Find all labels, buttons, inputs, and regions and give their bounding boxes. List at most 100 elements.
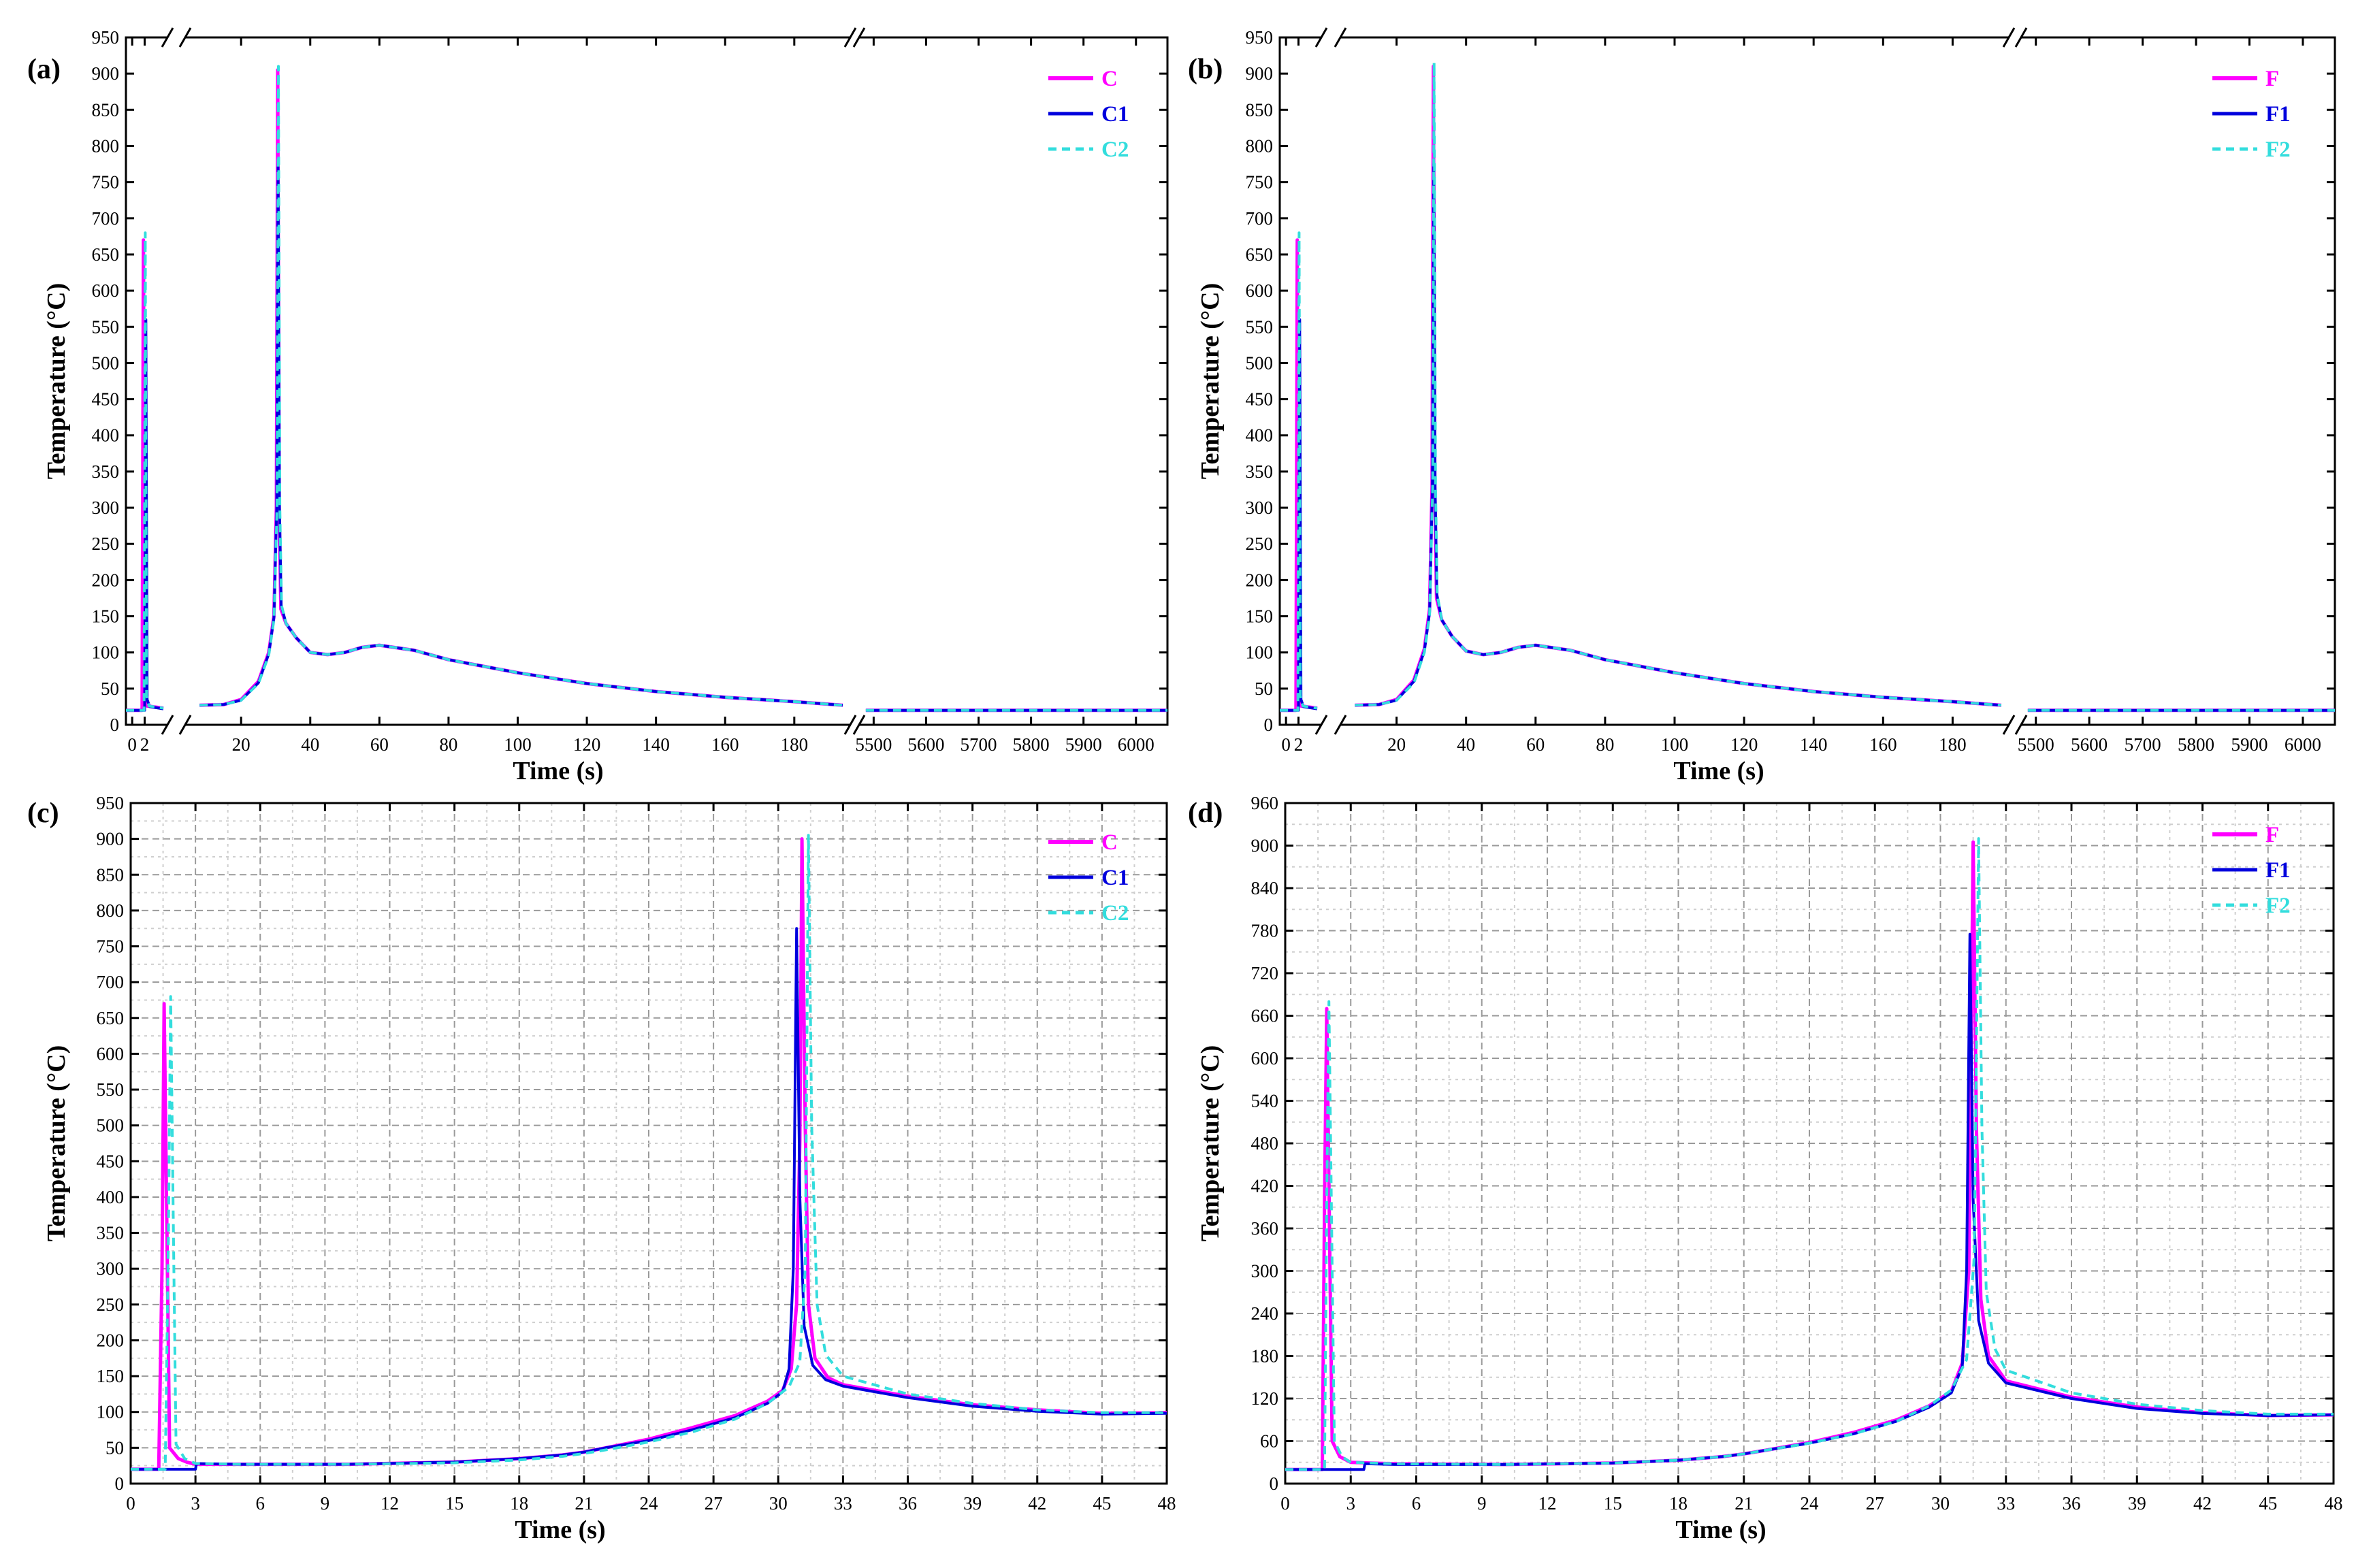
y-tick-label: 50 — [101, 679, 119, 699]
y-tick-label: 650 — [1246, 244, 1274, 265]
legend-label-F2: F2 — [2265, 137, 2291, 162]
x-tick-label: 42 — [2193, 1493, 2212, 1514]
y-tick-label: 480 — [1251, 1133, 1279, 1154]
axis-break-mark — [2002, 27, 2016, 48]
x-tick-label: 5700 — [2125, 734, 2161, 755]
y-tick-label: 700 — [97, 972, 125, 992]
x-tick-label: 45 — [2259, 1493, 2277, 1514]
y-tick-label: 420 — [1251, 1176, 1279, 1196]
y-tick-label: 150 — [1246, 606, 1274, 627]
x-tick-label: 45 — [1093, 1493, 1111, 1514]
y-tick-label: 700 — [92, 208, 120, 229]
data-area — [126, 65, 1167, 713]
x-tick-label: 48 — [2325, 1493, 2343, 1514]
y-tick-label: 660 — [1251, 1006, 1279, 1026]
y-tick-label: 900 — [1251, 836, 1279, 856]
axis-break-mark — [852, 27, 866, 48]
y-axis-title: Temperature (°C) — [42, 1045, 71, 1242]
x-tick-label: 5500 — [855, 734, 892, 755]
series-line-F2 — [1355, 61, 2002, 707]
legend-label-C1: C1 — [1101, 866, 1129, 890]
y-tick-label: 240 — [1251, 1303, 1279, 1324]
axis-break-mark — [1334, 27, 1347, 48]
y-tick-label: 50 — [106, 1437, 124, 1458]
x-tick-label: 40 — [301, 734, 319, 755]
x-tick-label: 0 — [1281, 734, 1291, 755]
y-tick-label: 950 — [92, 27, 120, 48]
x-tick-label: 6000 — [2285, 734, 2321, 755]
y-tick-label: 800 — [97, 900, 125, 921]
x-tick-label: 30 — [1931, 1493, 1950, 1514]
panel-label: (c) — [27, 798, 59, 829]
y-tick-label: 400 — [1246, 425, 1274, 446]
chart-panel-0: 0501001502002503003504004505005506006507… — [27, 27, 1169, 785]
y-tick-label: 0 — [115, 1473, 125, 1494]
y-tick-label: 0 — [110, 715, 120, 735]
y-tick-label: 300 — [97, 1258, 125, 1279]
y-tick-label: 250 — [92, 534, 120, 554]
series-line-F1 — [1355, 163, 2002, 707]
x-tick-label: 27 — [705, 1493, 723, 1514]
y-axis-title: Temperature (°C) — [42, 283, 71, 480]
y-tick-label: 550 — [1246, 316, 1274, 337]
plot-frame — [125, 36, 1169, 726]
y-tick-label: 600 — [92, 280, 120, 301]
y-tick-label: 650 — [92, 244, 120, 265]
y-tick-label: 60 — [1260, 1431, 1278, 1452]
y-tick-label: 850 — [97, 864, 125, 885]
y-tick-label: 900 — [97, 829, 125, 849]
x-tick-label: 120 — [573, 734, 601, 755]
x-tick-label: 160 — [711, 734, 739, 755]
y-tick-label: 100 — [92, 642, 120, 663]
x-tick-label: 140 — [642, 734, 670, 755]
x-tick-label: 0 — [127, 734, 137, 755]
y-tick-label: 750 — [92, 172, 120, 193]
x-tick-label: 33 — [834, 1493, 852, 1514]
y-tick-label: 850 — [92, 99, 120, 120]
x-tick-label: 40 — [1457, 734, 1475, 755]
legend-label-F2: F2 — [2265, 894, 2291, 918]
y-tick-label: 120 — [1251, 1388, 1279, 1409]
x-tick-label: 6 — [256, 1493, 265, 1514]
legend-label-F1: F1 — [2265, 858, 2291, 883]
x-tick-label: 5900 — [1065, 734, 1102, 755]
y-tick-label: 250 — [1246, 534, 1274, 554]
x-tick-label: 60 — [1526, 734, 1545, 755]
y-axis-title: Temperature (°C) — [1196, 283, 1225, 480]
y-tick-label: 200 — [92, 570, 120, 590]
y-tick-label: 500 — [92, 353, 120, 373]
x-axis-title: Time (s) — [513, 757, 603, 785]
y-tick-label: 100 — [1246, 642, 1274, 663]
y-tick-label: 850 — [1246, 99, 1274, 120]
y-tick-label: 700 — [1246, 208, 1274, 229]
x-tick-label: 18 — [1669, 1493, 1688, 1514]
y-axis-title: Temperature (°C) — [1196, 1045, 1225, 1242]
x-tick-label: 0 — [126, 1493, 135, 1514]
x-tick-label: 3 — [191, 1493, 200, 1514]
series-line-C2 — [131, 834, 1167, 1471]
x-tick-label: 39 — [963, 1493, 982, 1514]
axis-break-mark — [843, 27, 857, 48]
y-tick-label: 600 — [1246, 280, 1274, 301]
plot-frame — [1278, 36, 2336, 726]
axis-break-mark — [161, 715, 174, 735]
x-tick-label: 9 — [1477, 1493, 1487, 1514]
y-tick-label: 100 — [97, 1402, 125, 1422]
y-tick-label: 550 — [97, 1079, 125, 1100]
series-line-F — [1355, 65, 2002, 707]
y-tick-label: 200 — [97, 1330, 125, 1350]
legend-label-F1: F1 — [2265, 102, 2291, 127]
legend-label-C1: C1 — [1101, 102, 1129, 127]
x-tick-label: 12 — [381, 1493, 399, 1514]
x-tick-label: 15 — [445, 1493, 464, 1514]
y-tick-label: 720 — [1251, 963, 1279, 983]
x-axis-title: Time (s) — [1675, 1516, 1766, 1544]
data-area — [131, 834, 1167, 1471]
y-tick-label: 540 — [1251, 1091, 1279, 1111]
y-tick-label: 450 — [1246, 389, 1274, 410]
x-tick-label: 5700 — [961, 734, 997, 755]
y-tick-label: 450 — [92, 389, 120, 410]
y-tick-label: 400 — [92, 425, 120, 446]
y-tick-label: 750 — [1246, 172, 1274, 193]
